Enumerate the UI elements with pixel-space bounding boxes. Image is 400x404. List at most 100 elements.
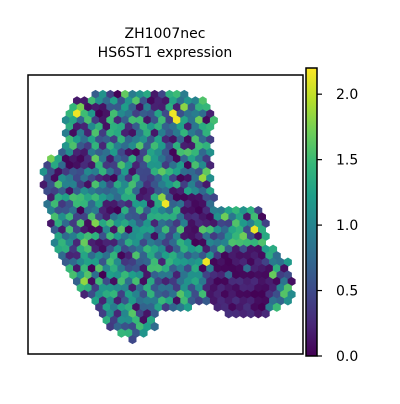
expression-spot (98, 193, 107, 203)
expression-spot (58, 199, 67, 209)
expression-spot (147, 135, 155, 145)
expression-spot (147, 186, 155, 196)
expression-spot (265, 251, 274, 261)
expression-spot (132, 315, 141, 325)
expression-spot (250, 289, 259, 299)
expression-spot (169, 238, 178, 248)
expression-spot (198, 186, 207, 196)
expression-spot (147, 315, 155, 325)
expression-spot (169, 96, 178, 106)
expression-spot (195, 231, 204, 241)
expression-spot (180, 296, 189, 306)
expression-spot (235, 238, 244, 248)
expression-spot (191, 289, 200, 299)
expression-spot (232, 283, 241, 293)
expression-spot (187, 218, 196, 229)
expression-spot (161, 147, 170, 158)
expression-spot (187, 180, 196, 190)
expression-spot (54, 231, 63, 241)
expression-spot (150, 231, 159, 241)
expression-spot (221, 276, 229, 287)
expression-spot (154, 212, 163, 222)
expression-spot (80, 251, 89, 261)
expression-spot (165, 218, 174, 229)
expression-spot (195, 193, 204, 203)
expression-spot (232, 309, 241, 319)
expression-spot (250, 302, 259, 312)
expression-spot (91, 180, 100, 190)
expression-spot (65, 238, 74, 248)
expression-spot (172, 102, 181, 112)
expression-spot (184, 199, 192, 209)
expression-spot (232, 270, 241, 280)
expression-spot (124, 186, 133, 196)
expression-spot (169, 212, 178, 222)
expression-spot (213, 289, 222, 299)
expression-spot (254, 257, 263, 267)
expression-spot (209, 283, 218, 293)
expression-spot (158, 102, 167, 112)
expression-spot (80, 135, 89, 145)
expression-spot (158, 128, 167, 138)
expression-spot (80, 276, 89, 287)
expression-spot (98, 180, 107, 190)
expression-spot (143, 270, 152, 280)
expression-spot (158, 193, 167, 203)
expression-spot (61, 115, 70, 125)
expression-spot (54, 244, 63, 254)
expression-spot (176, 251, 185, 261)
expression-spot (180, 270, 189, 280)
expression-spot (128, 167, 137, 177)
expression-spot (54, 205, 63, 216)
expression-spot (84, 180, 93, 190)
expression-spot (202, 154, 211, 164)
expression-spot (169, 225, 178, 235)
expression-spot (187, 115, 196, 125)
colorbar-tick-label: 0.0 (336, 349, 358, 365)
expression-spot (265, 289, 274, 299)
expression-spot (187, 128, 196, 138)
expression-spot (169, 276, 178, 287)
expression-spot (80, 186, 89, 196)
expression-spot (95, 212, 104, 222)
expression-spot (73, 173, 81, 183)
expression-spot (235, 276, 244, 287)
expression-spot (135, 102, 144, 112)
expression-spot (172, 115, 181, 125)
expression-spot (143, 244, 152, 254)
expression-spot (95, 289, 104, 299)
expression-spot (176, 264, 185, 274)
expression-spot (91, 296, 100, 306)
expression-spot (117, 251, 126, 261)
expression-spot (135, 205, 144, 216)
expression-spot (150, 89, 159, 100)
expression-spot (113, 205, 122, 216)
expression-spot (110, 147, 118, 158)
expression-spot (135, 180, 144, 190)
expression-spot (87, 122, 96, 132)
expression-spot (272, 276, 281, 287)
expression-spot (69, 218, 78, 229)
expression-spot (150, 154, 159, 164)
expression-spot (139, 289, 148, 299)
expression-spot (250, 251, 259, 261)
expression-spot (139, 251, 148, 261)
expression-spot (106, 309, 115, 319)
expression-spot (154, 276, 163, 287)
expression-spot (132, 147, 141, 158)
expression-spot (195, 205, 204, 216)
expression-spot (228, 276, 237, 287)
expression-spot (202, 167, 211, 177)
expression-spot (246, 296, 255, 306)
expression-spot (258, 302, 266, 312)
expression-spot (172, 89, 181, 100)
expression-spot (139, 199, 148, 209)
expression-spot (187, 141, 196, 151)
expression-spot (239, 244, 248, 254)
expression-spot (195, 244, 204, 254)
expression-spot (161, 264, 170, 274)
expression-spot (143, 205, 152, 216)
expression-spot (128, 218, 137, 229)
expression-spot (232, 296, 241, 306)
